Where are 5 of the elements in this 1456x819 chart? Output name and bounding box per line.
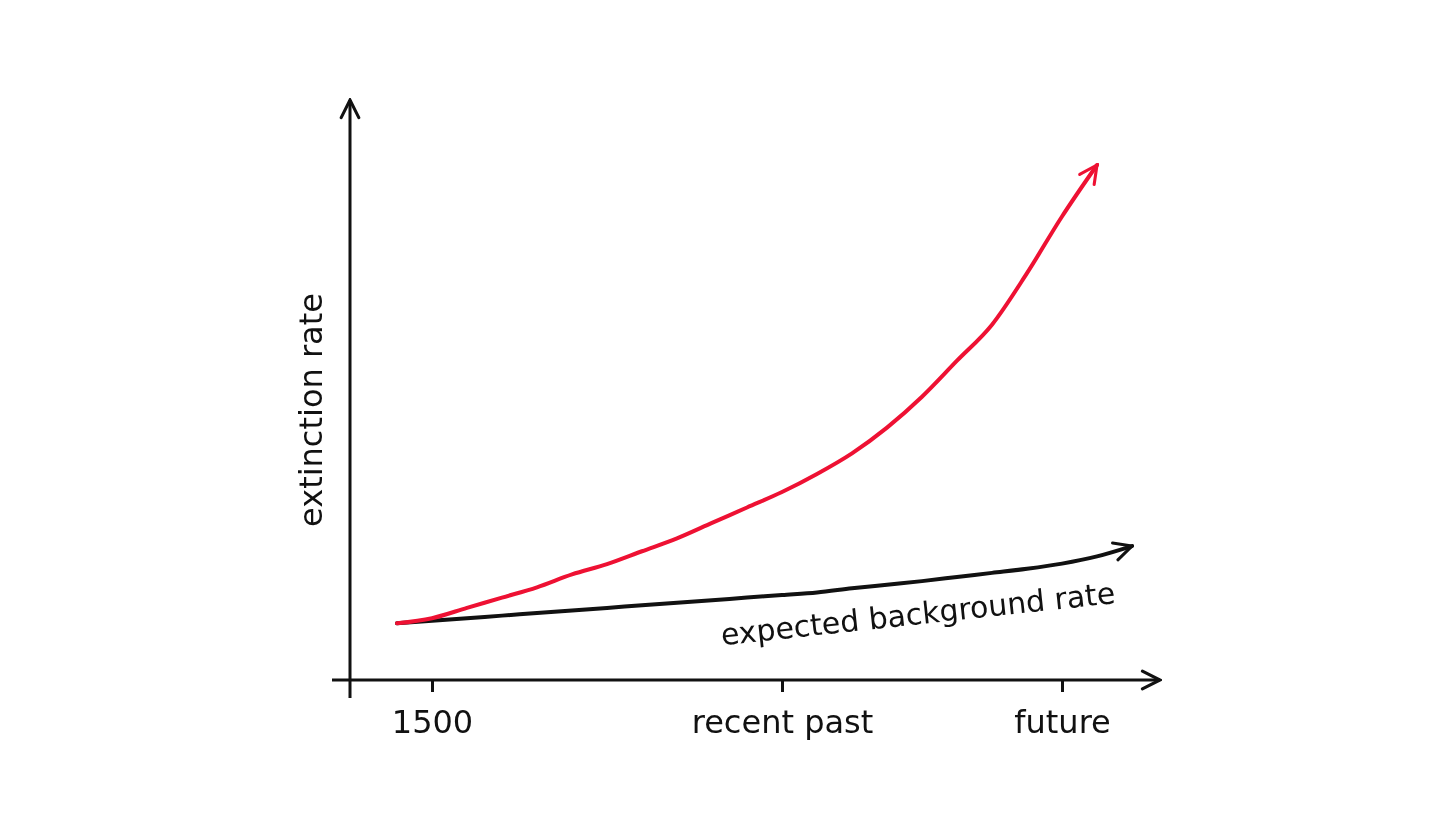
y-axis-title: extinction rate: [292, 293, 330, 527]
x-tick-label: 1500: [391, 702, 474, 741]
x-tick-label: recent past: [691, 702, 874, 741]
x-tick-label: future: [1014, 702, 1111, 741]
text: expected background rate: [719, 575, 1117, 653]
